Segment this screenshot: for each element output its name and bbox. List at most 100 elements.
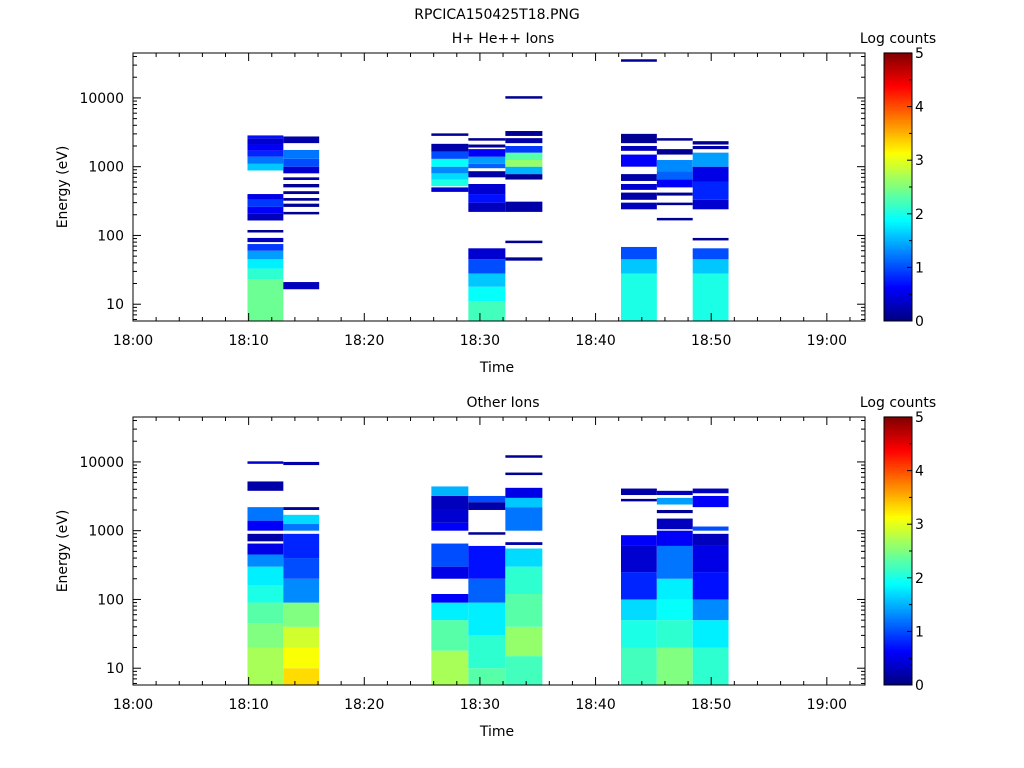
heatmap-cell <box>505 257 543 261</box>
colorbar-segment <box>884 621 912 625</box>
colorbar-segment <box>884 289 912 292</box>
heatmap-cell <box>505 472 543 476</box>
panel-1: 18:00 18:10 18:20 18:30 18:40 18:50 19:0010100… <box>55 395 936 740</box>
heatmap-cell <box>656 149 693 155</box>
colorbar-segment <box>884 438 912 442</box>
colorbar-segment <box>884 478 912 482</box>
heatmap-cell <box>505 166 543 175</box>
colorbar-segment <box>884 181 912 185</box>
colorbar-segment <box>884 606 912 610</box>
colorbar-segment <box>884 148 912 152</box>
heatmap-cell <box>431 602 469 621</box>
heatmap-cell <box>656 490 693 496</box>
heatmap-cell <box>431 179 469 187</box>
colorbar-segment <box>884 271 912 275</box>
heatmap-cell <box>247 194 284 200</box>
colorbar-segment <box>884 150 912 154</box>
heatmap-cell <box>431 522 469 531</box>
colorbar-segment <box>884 213 912 217</box>
colorbar-tick-label: 4 <box>915 464 924 480</box>
heatmap-cell <box>656 202 693 206</box>
colorbar-segment <box>884 574 912 578</box>
colorbar-segment <box>884 262 912 266</box>
colorbar-segment <box>884 604 912 607</box>
colorbar-segment <box>884 586 912 589</box>
colorbar-segment <box>884 177 912 181</box>
colorbar-segment <box>884 416 912 420</box>
heatmap-cell <box>283 514 320 525</box>
colorbar-segment <box>884 307 912 310</box>
colorbar-segment <box>884 260 912 263</box>
heatmap-cell <box>656 530 693 546</box>
colorbar-segment <box>884 72 912 76</box>
colorbar-tick-label: 0 <box>915 314 924 330</box>
heatmap-cell <box>247 279 284 321</box>
colorbar-segment <box>884 199 912 203</box>
x-tick-label: 18:20 <box>344 697 384 713</box>
heatmap-cell <box>247 507 284 521</box>
colorbar-segment <box>884 208 912 212</box>
y-tick-label: 10 <box>106 297 124 313</box>
colorbar-segment <box>884 76 912 80</box>
colorbar-segment <box>884 161 912 165</box>
colorbar-segment <box>884 157 912 161</box>
heatmap-cell <box>621 246 657 260</box>
heatmap-cell <box>247 206 284 214</box>
heatmap-cell <box>431 543 469 567</box>
heatmap-cell <box>283 191 320 195</box>
heatmap-cell <box>621 647 657 685</box>
colorbar-segment <box>884 143 912 147</box>
x-tick-label: 19:00 <box>807 333 847 349</box>
y-tick-label: 100 <box>97 228 124 244</box>
colorbar-segment <box>884 257 912 261</box>
heatmap-cell <box>505 487 543 498</box>
heatmap-cell <box>431 173 469 180</box>
heatmap-cell <box>247 156 284 164</box>
heatmap-cell <box>283 198 320 201</box>
colorbar-segment <box>884 557 912 560</box>
colorbar-tick-label: 3 <box>915 153 924 169</box>
colorbar-segment <box>884 280 912 284</box>
colorbar-segment <box>884 503 912 507</box>
colorbar-segment <box>884 458 912 462</box>
heatmap-cell <box>283 578 320 603</box>
colorbar-segment <box>884 539 912 543</box>
heatmap-cell <box>468 259 506 274</box>
heatmap-cell <box>656 545 693 579</box>
heatmap-cell <box>692 572 729 600</box>
colorbar-segment <box>884 193 912 196</box>
colorbar-segment <box>884 554 912 558</box>
colorbar-segment <box>884 559 912 563</box>
heatmap-cell <box>283 533 320 559</box>
heatmap-cell <box>468 668 506 685</box>
heatmap-cell <box>621 545 657 573</box>
colorbar-segment <box>884 635 912 639</box>
colorbar-segment <box>884 81 912 85</box>
heatmap-cells <box>247 455 729 685</box>
heatmap-cell <box>468 495 506 503</box>
colorbar-segment <box>884 286 912 290</box>
heatmap-cell <box>621 620 657 648</box>
heatmap-cell <box>505 138 543 144</box>
heatmap-cell <box>692 495 729 508</box>
colorbar-segment <box>884 311 912 315</box>
colorbar-segment <box>884 418 912 422</box>
heatmap-cell <box>621 145 657 151</box>
colorbar-segment <box>884 588 912 592</box>
colorbar-segment <box>884 677 912 681</box>
colorbar-segment <box>884 532 912 536</box>
heatmap-cell <box>505 145 543 153</box>
colorbar-segment <box>884 197 912 201</box>
colorbar-segment <box>884 298 912 301</box>
colorbar-segment <box>884 61 912 65</box>
colorbar-segment <box>884 648 912 652</box>
colorbar-segment <box>884 601 912 605</box>
heatmap-cell <box>247 602 284 624</box>
colorbar-segment <box>884 68 912 71</box>
heatmap-cell <box>621 259 657 274</box>
colorbar-segment <box>884 126 912 129</box>
colorbar-segment <box>884 277 912 281</box>
heatmap-cell <box>621 59 657 62</box>
colorbar-segment <box>884 483 912 487</box>
